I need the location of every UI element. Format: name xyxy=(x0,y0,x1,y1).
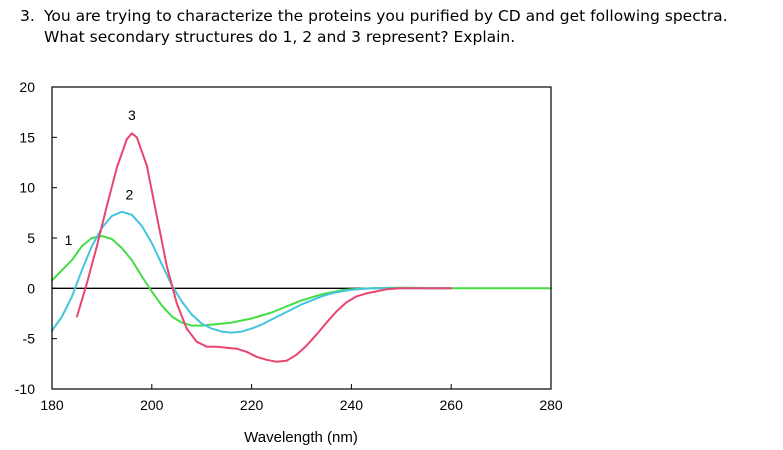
question-line-1: 3. You are trying to characterize the pro… xyxy=(20,6,780,27)
ticks-layer xyxy=(51,86,552,390)
labels-layer: -10 -5 0 5 10 15 20 180 200 220 240 260 280 1 2 3 xyxy=(15,79,563,413)
question-number: 3. xyxy=(20,7,35,25)
y-tick-label: -10 xyxy=(15,381,35,397)
question-text: 3. You are trying to characterize the pro… xyxy=(20,6,780,48)
x-tick-label: 220 xyxy=(240,397,264,413)
plot-frame xyxy=(51,86,552,390)
curve-label-1: 1 xyxy=(65,232,73,248)
series-line-1 xyxy=(51,235,552,327)
y-tick-label: 5 xyxy=(27,230,35,246)
x-tick-label: 240 xyxy=(340,397,364,413)
y-tick-label: -5 xyxy=(23,331,36,347)
x-tick-label: 260 xyxy=(440,397,464,413)
question-line-2: What secondary structures do 1, 2 and 3 … xyxy=(44,28,516,46)
x-tick-label: 200 xyxy=(140,397,164,413)
question-line-1-text: You are trying to characterize the prote… xyxy=(44,7,728,25)
x-tick-label: 280 xyxy=(539,397,563,413)
y-tick-label: 20 xyxy=(19,79,35,95)
series-line-2 xyxy=(51,210,453,334)
y-tick-label: 0 xyxy=(27,280,35,296)
y-tick-label: 10 xyxy=(19,180,35,196)
series-layer xyxy=(51,132,552,363)
x-axis-label: Wavelength (nm) xyxy=(244,429,358,446)
y-tick-label: 15 xyxy=(19,129,35,145)
curve-label-2: 2 xyxy=(125,187,133,203)
curve-label-3: 3 xyxy=(128,107,136,123)
x-tick-label: 180 xyxy=(40,397,64,413)
series-line-3 xyxy=(76,132,453,363)
